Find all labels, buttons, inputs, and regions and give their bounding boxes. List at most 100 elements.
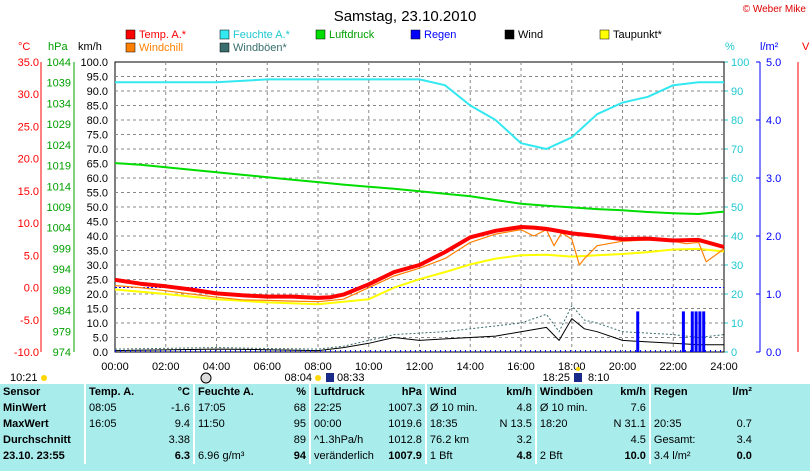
kmh-tick-label: 50.0: [87, 202, 108, 214]
hpa-tick-label: 984: [53, 306, 71, 318]
percent-tick-label: 70: [731, 144, 743, 156]
cell-boeen-value: 4.5: [630, 434, 646, 446]
cell-temp-value: 6.3: [174, 450, 190, 462]
legend-label: Windböen*: [233, 42, 288, 54]
hpa-tick-label: 1024: [47, 140, 71, 152]
cell-druck-time: 22:25: [309, 400, 377, 416]
kmh-tick-label: 55.0: [87, 188, 108, 200]
rain-bar: [690, 311, 694, 352]
cell-temp-value: 3.38: [168, 434, 190, 446]
legend-swatch: [315, 29, 326, 40]
hpa-tick-label: 1044: [47, 57, 71, 69]
legend-label: Temp. A.*: [139, 29, 187, 41]
celsius-unit-label: °C: [18, 41, 30, 53]
hpa-tick-label: 979: [53, 326, 71, 338]
header-feuchte-unit: %: [296, 386, 306, 398]
cell-wind-time: 18:35: [424, 416, 489, 432]
percent-tick-label: 90: [731, 86, 743, 98]
x-tick-label: 22:00: [659, 361, 687, 373]
chart-title: Samstag, 23.10.2010: [334, 8, 477, 25]
celsius-tick-label: 15.0: [18, 186, 39, 198]
header-windboeen: Windböen: [534, 384, 599, 400]
kmh-tick-label: 60.0: [87, 173, 108, 185]
cell-feuchte-time: [193, 432, 281, 448]
percent-tick-label: 40: [731, 231, 743, 243]
kmh-tick-label: 85.0: [87, 101, 108, 113]
hpa-tick-label: 974: [53, 347, 71, 359]
cell-regen-time: 3.4 l/m²: [648, 448, 709, 464]
series-line-wind: [114, 318, 724, 352]
hpa-tick-label: 1034: [47, 98, 71, 110]
cell-feuchte-time: 11:50: [193, 416, 281, 432]
x-tick-label: 06:00: [253, 361, 281, 373]
celsius-tick-label: 20.0: [18, 154, 39, 166]
percent-tick-label: 50: [731, 202, 743, 214]
percent-tick-label: 20: [731, 289, 743, 301]
header-windboeen-unit: km/h: [620, 386, 646, 398]
table-header-row: Sensor Temp. A. °C Feuchte A. % Luftdruc…: [0, 384, 755, 400]
cell-feuchte-time: 17:05: [193, 400, 281, 416]
rain-bar: [698, 311, 702, 352]
cell-regen-value: 3.4: [736, 434, 752, 446]
cell-feuchte-value: 94: [293, 450, 306, 462]
legend-label: Wind: [518, 29, 543, 41]
sun-icon: [41, 375, 47, 381]
x-tick-label: 04:00: [203, 361, 231, 373]
statistics-table: Sensor Temp. A. °C Feuchte A. % Luftdruc…: [0, 384, 810, 471]
cell-wind-value: 3.2: [516, 434, 532, 446]
kmh-tick-label: 75.0: [87, 130, 108, 142]
cell-feuchte-value: 95: [293, 418, 306, 430]
percent-unit-label: %: [725, 41, 735, 53]
cell-druck-value: 1012.8: [388, 434, 422, 446]
chart-legend: Temp. A.* Feuchte A.* Luftdruck Regen Wind Ta…: [125, 29, 663, 54]
x-tick-label: 12:00: [406, 361, 434, 373]
series-line-temp-a: [114, 225, 725, 300]
legend-label: Regen: [424, 29, 456, 41]
cell-feuchte-value: 68: [293, 402, 306, 414]
legend-swatch: [125, 42, 136, 53]
rain-tick-label: 1.0: [766, 289, 781, 301]
percent-tick-label: 100: [731, 57, 749, 69]
hpa-tick-label: 1029: [47, 119, 71, 131]
cell-temp-value: -1.6: [171, 402, 190, 414]
kmh-tick-label: 5.0: [93, 333, 108, 345]
x-tick-label: 00:00: [101, 361, 129, 373]
kmh-tick-label: 35.0: [87, 246, 108, 258]
solar-noon-icon: [326, 373, 334, 382]
kmh-tick-label: 10.0: [87, 318, 108, 330]
legend-label: Luftdruck: [329, 29, 375, 41]
celsius-tick-label: 35.0: [18, 57, 39, 69]
percent-tick-label: 80: [731, 115, 743, 127]
cell-boeen-time: [534, 432, 599, 448]
kmh-tick-label: 100.0: [80, 57, 108, 69]
cell-temp-value: 9.4: [174, 418, 190, 430]
percent-tick-label: 30: [731, 260, 743, 272]
celsius-tick-label: 5.0: [24, 250, 39, 262]
cell-boeen-value: N 31.1: [613, 418, 646, 430]
legend-label: Feuchte A.*: [233, 29, 291, 41]
x-tick-label: 24:00: [710, 361, 738, 373]
cell-temp-time: 08:05: [84, 400, 162, 416]
cell-druck-value: 1007.9: [388, 450, 422, 462]
sunrise-icon: [315, 375, 321, 381]
right-cut-label: V: [802, 41, 810, 53]
header-wind: Wind: [424, 384, 489, 400]
cell-druck-time: ^1.3hPa/h: [309, 432, 377, 448]
hpa-tick-label: 1019: [47, 161, 71, 173]
cell-regen-time: Gesamt:: [648, 432, 709, 448]
legend-label: Taupunkt*: [613, 29, 663, 41]
x-tick-label: 20:00: [609, 361, 637, 373]
celsius-tick-label: -5.0: [20, 315, 39, 327]
sunset-icon: [574, 373, 582, 382]
copyright-label: © Weber Mike: [743, 4, 807, 15]
table-row: MaxWert 16:05 9.4 11:50 95 00:00 1019.6 …: [0, 416, 755, 432]
kmh-tick-label: 70.0: [87, 144, 108, 156]
cell-regen-value: 0.0: [736, 450, 752, 462]
row-label: Durchschnitt: [3, 434, 71, 446]
solar-noon-time-label: 08:33: [337, 372, 365, 384]
hpa-tick-label: 999: [53, 243, 71, 255]
celsius-tick-label: 0.0: [24, 283, 39, 295]
cell-boeen-value: 10.0: [624, 450, 646, 462]
celsius-tick-label: -10.0: [14, 347, 39, 359]
hpa-tick-label: 1014: [47, 181, 71, 193]
